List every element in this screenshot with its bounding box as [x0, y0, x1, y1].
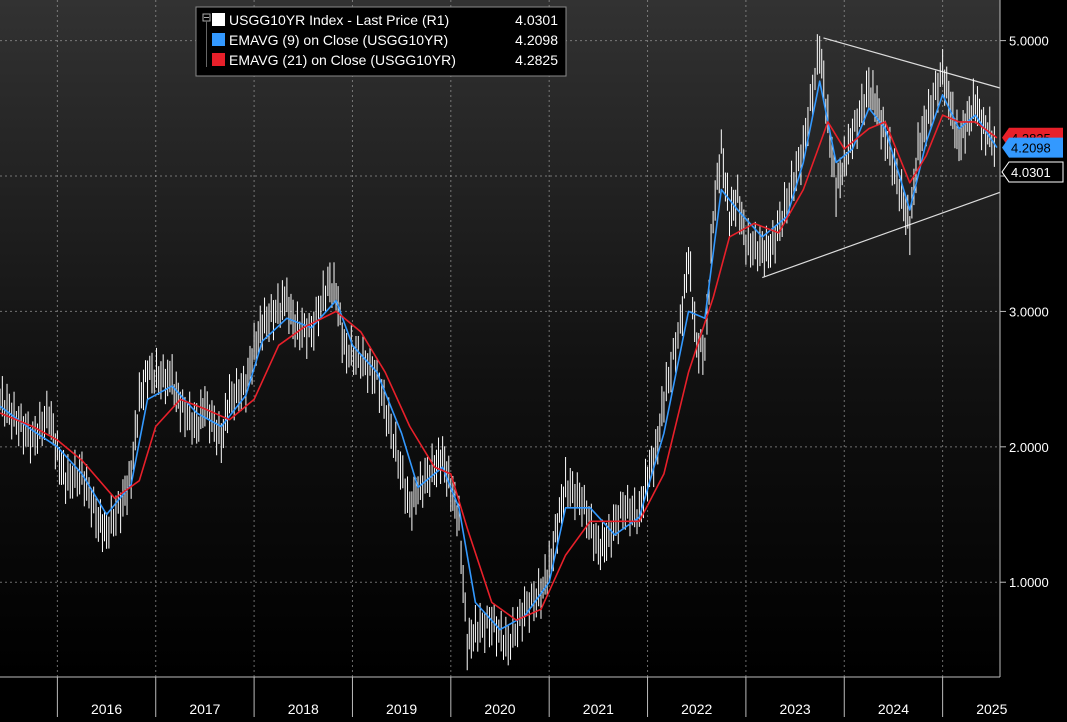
legend-label: EMAVG (9) on Close (USGG10YR) [229, 32, 448, 48]
trendlines [762, 37, 1001, 279]
price-bars [0, 34, 995, 671]
legend-value: 4.0301 [515, 12, 558, 28]
x-axis: 2016 2017 2018 2019 2020 2021 2022 2023 2024 2025 [56, 677, 1008, 717]
last-value-tag [1002, 137, 1063, 158]
x-tick-label: 2024 [878, 701, 909, 717]
trendline-lower [762, 191, 1001, 279]
ema9-line [0, 80, 998, 631]
x-tick-label: 2017 [189, 701, 220, 717]
legend-label: USGG10YR Index - Last Price (R1) [229, 12, 449, 28]
legend-swatch [212, 13, 225, 26]
last-value-tag-text: 4.2098 [1011, 141, 1051, 156]
last-value-tag-text: 4.0301 [1011, 165, 1051, 180]
x-tick-label: 2021 [583, 701, 614, 717]
y-tick-label: 3.0000 [1009, 304, 1049, 319]
legend-label: EMAVG (21) on Close (USGG10YR) [229, 52, 456, 68]
x-tick-label: 2020 [484, 701, 515, 717]
legend-box [195, 6, 567, 77]
y-tick-label: 2.0000 [1009, 440, 1049, 455]
series-lines [0, 34, 998, 671]
x-tick-label: 2022 [681, 701, 712, 717]
x-tick-label: 2023 [780, 701, 811, 717]
x-tick-label: 2016 [91, 701, 122, 717]
y-axis-panel [1000, 0, 1067, 717]
ema21-line [0, 114, 998, 621]
last-value-tag [1001, 161, 1064, 183]
x-tick-label: 2018 [288, 701, 319, 717]
y-axis: 1.0000 2.0000 3.0000 5.0000 [1000, 34, 1049, 590]
x-axis-panel [0, 677, 1000, 717]
y-tick-label: 1.0000 [1009, 575, 1049, 590]
legend-swatch [212, 53, 225, 66]
legend: USGG10YR Index - Last Price (R1) 4.0301 EM… [195, 6, 567, 77]
x-tick-label: 2019 [386, 701, 417, 717]
legend-value: 4.2098 [515, 32, 558, 48]
plot-background [0, 0, 1000, 677]
legend-swatch [212, 33, 225, 46]
legend-value: 4.2825 [515, 52, 558, 68]
trendline-upper [823, 37, 1001, 89]
y-tick-label: 5.0000 [1009, 34, 1049, 49]
x-tick-label: 2025 [976, 701, 1007, 717]
